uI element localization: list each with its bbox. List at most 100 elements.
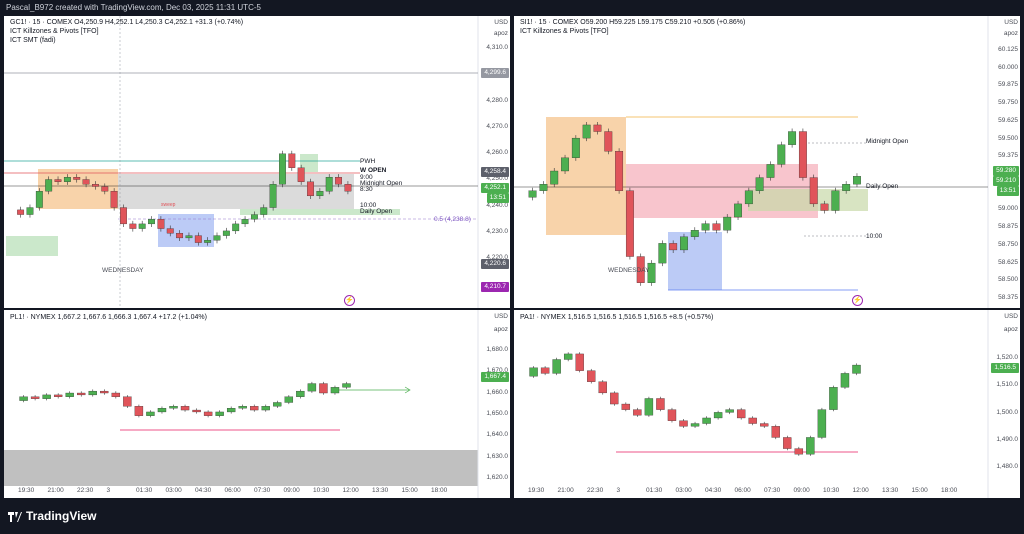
gc-pwh-tag: 4,299.6 xyxy=(481,68,509,78)
si-candle xyxy=(853,176,861,185)
gc-price-tick: 4,230.0 xyxy=(486,227,508,235)
pl-candle xyxy=(88,390,97,396)
si-candle xyxy=(766,164,775,178)
gc-candle xyxy=(185,235,193,239)
time-tick: 13:30 xyxy=(882,487,899,494)
pl-candle xyxy=(180,406,190,411)
pl-candle xyxy=(284,396,294,403)
gc-indicator-killzones[interactable]: ICT Killzones & Pivots [TFO] xyxy=(10,28,99,35)
pl-candle xyxy=(157,408,167,413)
time-tick: 10:30 xyxy=(313,487,330,494)
si-candle xyxy=(669,243,678,251)
pl-candle xyxy=(330,387,340,394)
pl-arrow-head xyxy=(404,386,411,394)
pa-candle xyxy=(656,398,665,410)
pa-scale-label[interactable]: apoz xyxy=(1003,326,1018,333)
si-price-tick: 59.875 xyxy=(998,81,1018,89)
gc-candle xyxy=(82,179,90,185)
time-tick: 12:00 xyxy=(852,487,869,494)
pl-candle xyxy=(53,394,63,397)
pl-chart-panel[interactable]: PL1! · NYMEX 1,667.2 1,667.6 1,666.3 1,6… xyxy=(4,310,510,498)
gc-candle xyxy=(63,177,71,182)
gc-candle xyxy=(316,191,324,197)
si-candle xyxy=(615,151,624,191)
time-tick: 10:30 xyxy=(823,487,840,494)
pl-candle xyxy=(226,408,236,413)
pa-candle xyxy=(702,417,711,424)
gc-candle xyxy=(222,230,230,236)
si-chart-panel[interactable]: SI1! · 15 · COMEX O59.200 H59.225 L59.17… xyxy=(514,16,1020,308)
time-tick: 12:00 xyxy=(342,487,359,494)
si-scale-label[interactable]: apoz xyxy=(1003,30,1018,37)
gc-candle xyxy=(213,235,221,241)
si-candle xyxy=(744,190,753,205)
si-chart-canvas[interactable] xyxy=(514,16,1020,308)
si-price-tick: 58.375 xyxy=(998,294,1018,301)
gc-indicator-smt[interactable]: ICT SMT (fadi) xyxy=(10,37,56,44)
pa-candle xyxy=(575,353,584,371)
gc-candle xyxy=(269,184,277,208)
pa-candle xyxy=(760,423,769,427)
pl-candle xyxy=(65,392,74,397)
time-tick: 21:00 xyxy=(47,487,64,494)
pl-candle xyxy=(319,383,328,394)
si-last-price-tag: 59.210 xyxy=(993,176,1019,186)
gc-candle xyxy=(297,167,305,182)
pl-candle xyxy=(19,396,28,401)
gc-symbol-title[interactable]: GC1! · 15 · COMEX O4,250.9 H4,252.1 L4,2… xyxy=(10,19,244,26)
time-tick: 22:30 xyxy=(77,487,94,494)
gc-chart-canvas[interactable] xyxy=(4,16,510,308)
si-currency-label: USD xyxy=(1004,19,1018,26)
pa-candle xyxy=(690,423,700,427)
tradingview-logo[interactable]: TradingView xyxy=(8,509,96,523)
pl-candle xyxy=(238,406,247,409)
si-candle xyxy=(723,216,732,231)
pl-chart-canvas[interactable] xyxy=(4,310,510,498)
pa-candle xyxy=(540,367,550,374)
gc-candle xyxy=(120,207,127,225)
gc-pwh-label: PWH xyxy=(360,158,376,165)
time-tick: 3 xyxy=(106,487,111,494)
pl-price-tick: 1,680.0 xyxy=(486,346,508,353)
pl-symbol-title[interactable]: PL1! · NYMEX 1,667.2 1,667.6 1,666.3 1,6… xyxy=(10,314,207,321)
gc-alert-icon[interactable]: ⚡ xyxy=(344,295,355,306)
pa-candle xyxy=(794,448,804,455)
pa-symbol-title[interactable]: PA1! · NYMEX 1,516.5 1,516.5 1,516.5 1,5… xyxy=(520,314,714,321)
gc-candle xyxy=(325,177,333,192)
pa-chart-panel[interactable]: PA1! · NYMEX 1,516.5 1,516.5 1,516.5 1,5… xyxy=(514,310,1020,498)
gc-830-label: 8:30 xyxy=(360,186,373,193)
pl-candle xyxy=(42,394,51,399)
gc-scale-label[interactable]: apoz xyxy=(493,30,508,37)
gc-fib-label: 0.5 (4,238.8) xyxy=(434,216,471,223)
pa-candle xyxy=(736,409,746,419)
gc-candle xyxy=(17,209,25,215)
si-indicator-killzones[interactable]: ICT Killzones & Pivots [TFO] xyxy=(520,28,609,35)
gc-candle xyxy=(110,191,118,208)
time-tick: 18:00 xyxy=(941,487,958,494)
si-price-tag: 59.280 xyxy=(993,166,1019,176)
pl-candle xyxy=(100,390,109,394)
gc-chart-panel[interactable]: GC1! · 15 · COMEX O4,250.9 H4,252.1 L4,2… xyxy=(4,16,510,308)
gc-candle xyxy=(176,233,184,239)
gc-1000-label: 10:00 xyxy=(360,202,377,209)
pa-candle xyxy=(598,381,607,394)
si-price-tick: 58.625 xyxy=(998,258,1018,266)
si-candle xyxy=(712,223,721,231)
si-bar-timer: 13:51 xyxy=(996,186,1019,196)
pa-candle xyxy=(679,420,688,427)
pa-candle xyxy=(806,437,815,455)
si-wednesday-label: WEDNESDAY xyxy=(608,267,650,274)
si-daily-open-zone xyxy=(748,189,868,211)
pa-candle xyxy=(644,398,654,416)
si-candle xyxy=(798,131,807,178)
gc-last-price-tag: 4,252.1 xyxy=(481,183,509,193)
gc-candle xyxy=(204,240,212,243)
pl-scale-label[interactable]: apoz xyxy=(493,326,508,333)
gc-fvg-zone xyxy=(300,154,318,172)
si-symbol-title[interactable]: SI1! · 15 · COMEX O59.200 H59.225 L59.17… xyxy=(520,19,746,26)
gc-price-tick: 4,240.0 xyxy=(486,201,508,209)
si-alert-icon[interactable]: ⚡ xyxy=(852,295,863,306)
si-candle xyxy=(680,236,688,251)
si-candle xyxy=(604,131,613,152)
pa-chart-canvas[interactable] xyxy=(514,310,1020,498)
